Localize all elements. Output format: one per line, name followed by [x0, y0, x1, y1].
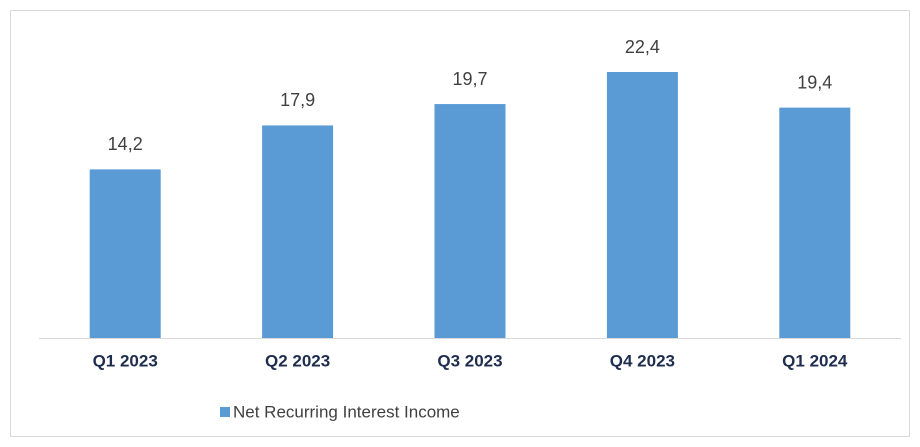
- value-label: 17,9: [280, 90, 315, 110]
- value-label: 19,4: [797, 72, 832, 92]
- bar: [262, 125, 334, 338]
- x-tick-label: Q4 2023: [610, 351, 675, 370]
- x-tick-label: Q1 2023: [93, 351, 158, 370]
- bar: [606, 72, 678, 338]
- x-tick-label: Q3 2023: [437, 351, 502, 370]
- bar: [434, 104, 506, 338]
- x-tick-label: Q2 2023: [265, 351, 330, 370]
- legend-label: Net Recurring Interest Income: [233, 402, 460, 421]
- value-label: 14,2: [108, 134, 143, 154]
- legend-swatch: [220, 407, 230, 417]
- x-tick-label: Q1 2024: [782, 351, 848, 370]
- value-label: 22,4: [625, 37, 660, 57]
- bar: [779, 107, 851, 338]
- bar: [89, 169, 161, 338]
- value-label: 19,7: [452, 69, 487, 89]
